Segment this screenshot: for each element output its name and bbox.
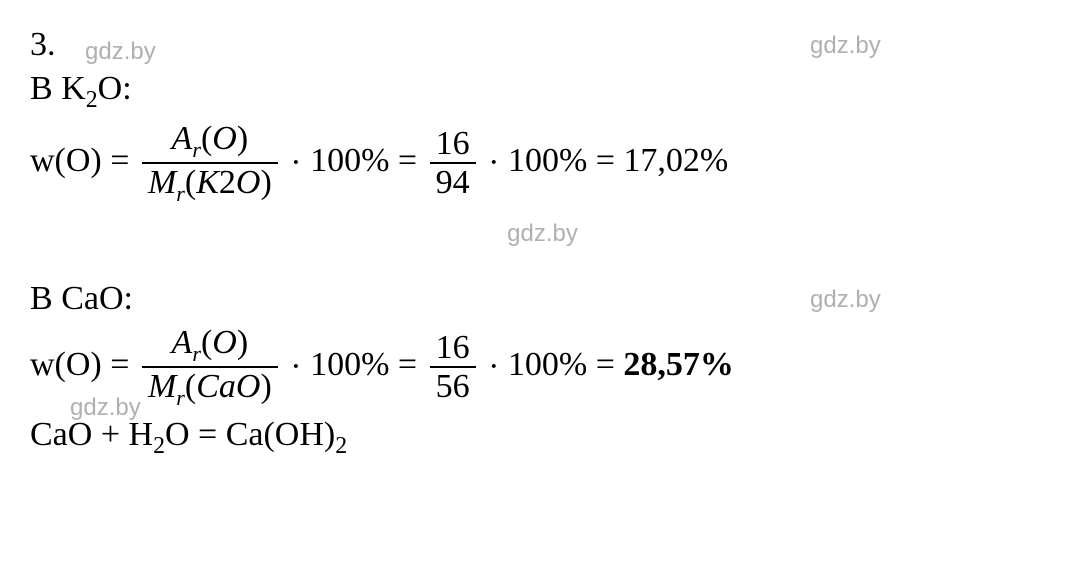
dot-1: · <box>290 144 301 181</box>
result-2: 28,57% <box>623 346 734 383</box>
watermark-mid-text: gdz.by <box>507 220 578 247</box>
el-O-2: O <box>212 324 237 361</box>
el-K: K <box>196 164 219 201</box>
dot-4: · <box>488 348 499 385</box>
compound-header-2: В CaO: gdz.by <box>30 280 1055 318</box>
M-sym-2: M <box>148 368 176 405</box>
eq-part2: O = Ca(OH) <box>165 416 335 453</box>
times-100a-2: 100% = <box>310 346 426 383</box>
fraction-numeric-2: 16 56 <box>430 329 476 406</box>
problem-number: 3. <box>30 26 56 63</box>
compound-header-1: В K2O: <box>30 70 1055 114</box>
problem-number-line: 3. gdz.by gdz.by <box>30 26 1055 64</box>
close-paren-d2: ) <box>260 368 271 405</box>
block-2: В CaO: gdz.by w(O) = Ar(O) Mr(CaO) · 100… <box>30 280 1055 460</box>
frac2-num-1: 16 <box>430 125 476 164</box>
lhs-1: w(O) = <box>30 142 138 179</box>
open-paren: ( <box>201 120 212 157</box>
lhs-2: w(O) = <box>30 346 138 383</box>
A-sym: A <box>172 120 193 157</box>
dot-3: · <box>290 348 301 385</box>
A-sym-2: A <box>172 324 193 361</box>
r-sub: r <box>192 137 201 162</box>
reaction-equation: CaO + H2O = Ca(OH)2 <box>30 416 1055 460</box>
eq-sub1: 2 <box>153 433 165 459</box>
r-sub2-2: r <box>176 385 185 410</box>
el-O2: O <box>236 164 261 201</box>
compound-suffix-1: O: <box>98 70 132 107</box>
close-paren: ) <box>237 120 248 157</box>
compound-2: CaO: <box>61 280 133 317</box>
watermark-right-2: gdz.by <box>810 286 881 314</box>
close-paren-d: ) <box>260 164 271 201</box>
dot-2: · <box>488 144 499 181</box>
result-prefix-2: 100% = <box>508 346 624 383</box>
frac-den-1: Mr(K2O) <box>142 164 278 206</box>
r-sub2: r <box>176 181 185 206</box>
frac-den-2: Mr(CaO) <box>142 368 278 410</box>
block-1: В K2O: w(O) = Ar(O) Mr(K2O) · 100% = 16 … <box>30 70 1055 250</box>
open-paren-d2: ( <box>185 368 196 405</box>
frac2-num-2: 16 <box>430 329 476 368</box>
header-prefix-2: В <box>30 280 61 317</box>
el-CaO: CaO <box>196 368 260 405</box>
fraction-ar-mr-1: Ar(O) Mr(K2O) <box>142 120 278 206</box>
eq-sub2: 2 <box>335 433 347 459</box>
r-sub-2: r <box>192 341 201 366</box>
times-100a-1: 100% = <box>310 142 426 179</box>
frac2-den-1: 94 <box>430 164 476 201</box>
watermark-middle: gdz.by <box>30 212 1055 250</box>
fraction-numeric-1: 16 94 <box>430 125 476 202</box>
open-paren-2: ( <box>201 324 212 361</box>
watermark-top-left: gdz.by <box>85 38 156 66</box>
frac2-den-2: 56 <box>430 368 476 405</box>
el-K-sub: 2 <box>219 164 236 201</box>
close-paren-2: ) <box>237 324 248 361</box>
frac-num-1: Ar(O) <box>142 120 278 164</box>
compound-sub-1: 2 <box>86 87 98 113</box>
fraction-ar-mr-2: Ar(O) Mr(CaO) <box>142 324 278 410</box>
equation-line-1: w(O) = Ar(O) Mr(K2O) · 100% = 16 94 · 10… <box>30 120 1055 206</box>
result-1: 100% = 17,02% <box>508 142 728 179</box>
frac-num-2: Ar(O) <box>142 324 278 368</box>
M-sym: M <box>148 164 176 201</box>
watermark-top-right: gdz.by <box>810 32 881 60</box>
compound-el-1: K <box>61 70 86 107</box>
header-prefix-1: В <box>30 70 61 107</box>
open-paren-d: ( <box>185 164 196 201</box>
el-O: O <box>212 120 237 157</box>
eq-part1: CaO + H <box>30 416 153 453</box>
equation-line-2: w(O) = Ar(O) Mr(CaO) · 100% = 16 56 · 10… <box>30 324 1055 410</box>
